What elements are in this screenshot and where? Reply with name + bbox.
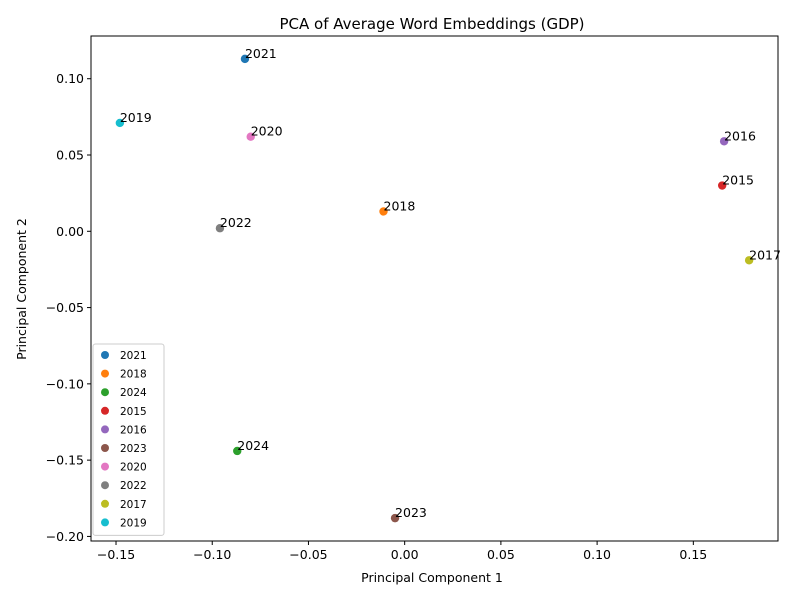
legend-marker-2017 [101, 499, 109, 508]
y-tick-label: −0.10 [46, 376, 84, 391]
legend-frame [92, 343, 165, 536]
x-tick-label: 0.05 [487, 547, 515, 562]
y-tick-label: −0.20 [46, 529, 84, 544]
point-label-2024: 2024 [237, 438, 269, 453]
x-tick-label: 0.15 [679, 547, 707, 562]
legend-label-2022: 2022 [120, 480, 147, 492]
data-point-2021 [240, 54, 250, 64]
legend-marker-2020 [101, 462, 109, 471]
legend-label-2020: 2020 [120, 462, 147, 474]
point-labels: 2021 2018 2024 2015 2016 2023 2020 2022 2017 2019 [120, 46, 781, 520]
data-points [115, 54, 754, 523]
point-label-2022: 2022 [220, 215, 252, 230]
legend-marker-2018 [101, 369, 109, 378]
y-axis-title: Principal Component 2 [14, 218, 29, 360]
x-axis-title: Principal Component 1 [361, 570, 503, 585]
legend-marker-2021 [101, 351, 109, 359]
legend-marker-2022 [101, 481, 109, 490]
point-label-2016: 2016 [724, 128, 756, 143]
point-label-2021: 2021 [245, 46, 277, 61]
legend: 2021 2018 2024 2015 2016 2023 2020 2022 2017 2019 [92, 343, 165, 536]
data-point-2015 [717, 181, 727, 190]
x-tick-label: −0.10 [193, 547, 231, 562]
y-tick-label: 0.00 [56, 224, 84, 239]
legend-label-2016: 2016 [120, 424, 147, 436]
legend-marker-2016 [101, 425, 109, 434]
y-axis-ticks: −0.20 −0.15 −0.10 −0.05 0.00 0.05 0.10 [46, 71, 91, 544]
legend-label-2017: 2017 [120, 499, 147, 511]
legend-label-2024: 2024 [120, 387, 147, 399]
x-axis-ticks: −0.15 −0.10 −0.05 0.00 0.05 0.10 0.15 [97, 541, 707, 562]
data-point-2017 [744, 256, 754, 265]
legend-marker-2023 [101, 444, 109, 452]
legend-label-2018: 2018 [120, 369, 147, 381]
legend-label-2015: 2015 [120, 406, 147, 418]
y-tick-label: 0.05 [56, 148, 84, 163]
y-tick-label: −0.15 [46, 453, 84, 468]
x-tick-label: 0.10 [583, 547, 611, 562]
legend-label-2021: 2021 [120, 350, 147, 362]
x-tick-label: −0.15 [97, 547, 135, 562]
point-label-2020: 2020 [251, 124, 283, 139]
legend-label-2023: 2023 [120, 443, 147, 455]
point-label-2017: 2017 [749, 247, 781, 262]
point-label-2019: 2019 [120, 110, 152, 125]
x-tick-label: −0.05 [289, 547, 327, 562]
x-tick-label: 0.00 [391, 547, 419, 562]
chart-title: PCA of Average Word Embeddings (GDP) [279, 15, 584, 33]
plot-area: −0.15 −0.10 −0.05 0.00 0.05 0.10 0.15 −0.20−0.… [46, 35, 781, 562]
point-label-2015: 2015 [722, 173, 754, 188]
y-tick-label: 0.10 [56, 71, 84, 86]
legend-marker-2024 [101, 388, 109, 397]
legend-marker-2019 [101, 518, 109, 527]
data-point-2022 [215, 224, 225, 233]
point-label-2018: 2018 [384, 198, 416, 213]
data-point-2020 [246, 132, 255, 141]
data-point-2019 [115, 118, 125, 128]
data-point-2018 [379, 207, 388, 216]
data-point-2023 [390, 513, 400, 523]
y-tick-label: −0.05 [46, 300, 84, 315]
data-point-2024 [233, 446, 242, 456]
legend-label-2019: 2019 [120, 517, 147, 529]
legend-marker-2015 [101, 406, 109, 415]
point-label-2023: 2023 [395, 505, 427, 520]
axes-frame [90, 35, 779, 542]
data-point-2016 [719, 137, 729, 146]
